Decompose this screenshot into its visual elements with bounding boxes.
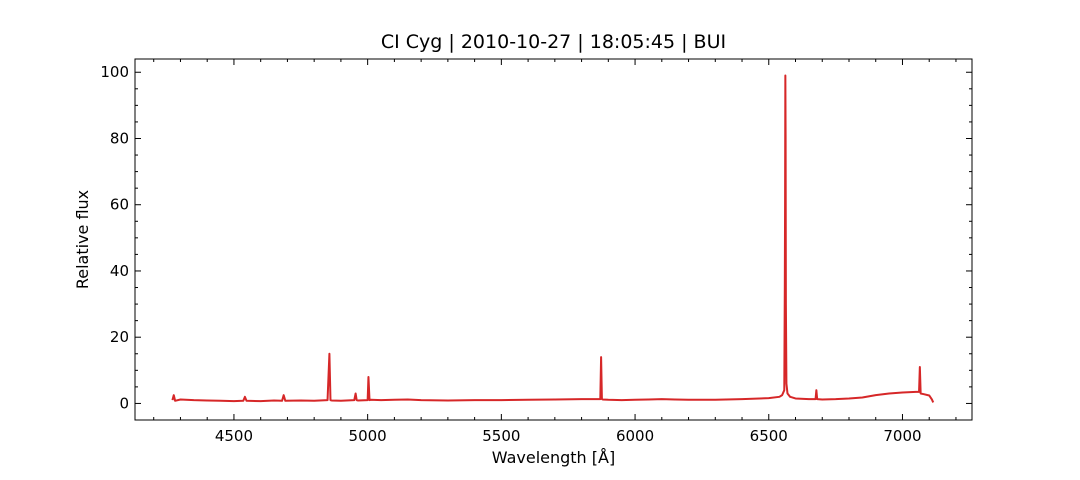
x-tick-label: 5000: [349, 427, 387, 445]
x-tick-label: 4500: [215, 427, 253, 445]
y-tick-label: 0: [119, 394, 129, 412]
y-tick-label: 20: [110, 328, 129, 346]
plot-frame: [134, 58, 973, 421]
y-tick-label: 40: [110, 262, 129, 280]
x-tick-label: 7000: [883, 427, 921, 445]
chart-title: CI Cyg | 2010-10-27 | 18:05:45 | BUI: [381, 31, 726, 53]
y-tick-label: 80: [110, 129, 129, 147]
spectrum-series-line: [171, 74, 935, 403]
x-tick-label: 6500: [750, 427, 788, 445]
y-tick-label: 60: [110, 196, 129, 214]
y-tick-label: 100: [100, 63, 129, 81]
y-axis-label: Relative flux: [73, 190, 92, 289]
x-tick-label: 5500: [482, 427, 520, 445]
x-axis-label: Wavelength [Å]: [492, 448, 615, 467]
tick-layer: 4500 5000 5500 6000 6500 7000 0 20 40 60 80 100: [100, 59, 972, 445]
x-tick-label: 6000: [616, 427, 654, 445]
